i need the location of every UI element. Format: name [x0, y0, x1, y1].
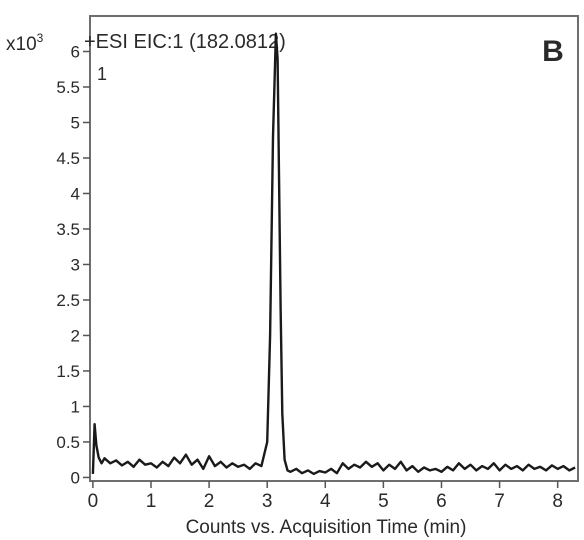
y-multiplier-base: x10 [6, 34, 37, 55]
plot-frame [89, 15, 579, 482]
y-tick-label: 1 [71, 397, 80, 416]
y-tick-label: 0.5 [56, 433, 80, 452]
x-axis-label: Counts vs. Acquisition Time (min) [186, 517, 467, 538]
x-tick-label: 4 [320, 491, 331, 512]
y-tick-label: 6 [71, 42, 80, 61]
x-tick-label: 1 [146, 491, 157, 512]
y-tick-label: 0 [71, 468, 80, 487]
y-axis: 0 0.5 1 1.5 2 2.5 3 3.5 4 4.5 5 5.5 6 [56, 42, 90, 487]
x-tick-label: 3 [262, 491, 273, 512]
series-trace-line [91, 32, 576, 476]
y-tick-label: 3 [71, 255, 80, 274]
trace-label: 1 [97, 64, 107, 84]
panel-label: B [542, 35, 564, 68]
y-tick-label: 2 [71, 326, 80, 345]
x-axis: 0 1 2 3 4 5 6 7 8 [88, 481, 563, 512]
y-tick-label: 5 [71, 113, 80, 132]
chart-header: +ESI EIC:1 (182.0812) [84, 31, 286, 53]
x-tick-label: 0 [88, 491, 99, 512]
y-multiplier-label: x103 [6, 31, 44, 55]
x-tick-label: 5 [378, 491, 389, 512]
x-tick-label: 7 [494, 491, 505, 512]
x-tick-label: 2 [204, 491, 215, 512]
y-tick-label: 3.5 [56, 220, 80, 239]
y-multiplier-exponent: 3 [37, 31, 44, 45]
x-tick-label: 8 [552, 491, 563, 512]
y-tick-label: 2.5 [56, 291, 80, 310]
y-tick-label: 4 [71, 184, 80, 203]
y-tick-label: 4.5 [56, 149, 80, 168]
y-tick-label: 1.5 [56, 362, 80, 381]
y-tick-label: 5.5 [56, 78, 80, 97]
x-tick-label: 6 [436, 491, 447, 512]
